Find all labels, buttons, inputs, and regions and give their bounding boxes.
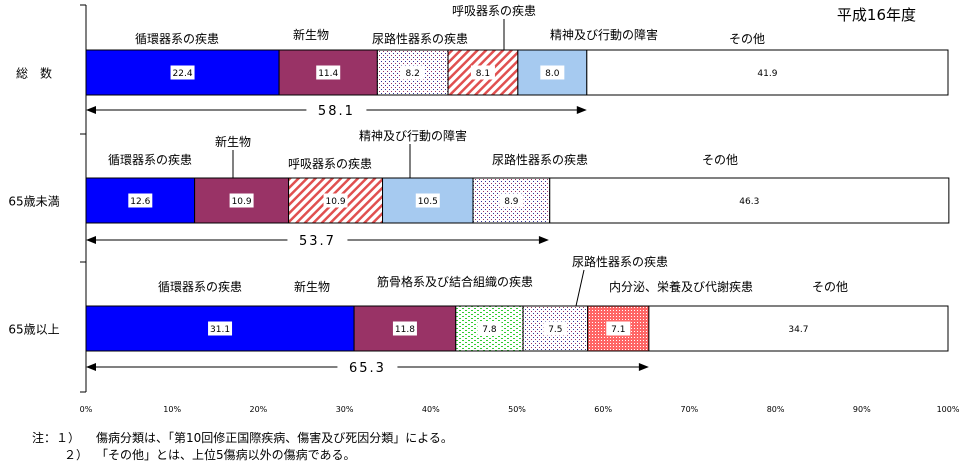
arrow-head-right — [576, 106, 587, 114]
value-label-box — [543, 321, 568, 336]
footnotes: 注：１） 傷病分類は、「第10回修正国際疾病、傷害及び死因分類」による。 ２） 「そ… — [32, 430, 453, 464]
arrow-head-left — [86, 236, 96, 244]
value-label-box — [415, 193, 440, 208]
x-tick-label: 30% — [336, 405, 354, 414]
category-label: 内分泌、栄養及び代謝疾患 — [609, 279, 753, 294]
category-label: 新生物 — [294, 279, 330, 294]
value-label: 46.3 — [739, 197, 759, 207]
category-label: 循環器系の疾患 — [135, 31, 219, 46]
value-label-box — [128, 193, 153, 208]
x-tick-label: 50% — [508, 405, 526, 414]
x-tick-label: 40% — [422, 405, 440, 414]
leader-line — [575, 269, 585, 307]
value-label: 34.7 — [788, 325, 808, 335]
value-label: 7.1 — [611, 325, 625, 335]
value-label-box — [540, 65, 565, 80]
value-label-box — [470, 65, 495, 80]
category-label: 新生物 — [215, 134, 251, 149]
value-label: 12.6 — [130, 197, 150, 207]
arrow-head-left — [86, 106, 96, 114]
footnote-2: ２） 「その他」とは、上位5傷病以外の傷病である。 — [32, 447, 453, 464]
category-label: その他 — [729, 32, 765, 46]
value-label-box — [499, 193, 524, 208]
value-label: 10.9 — [326, 197, 346, 207]
value-label-box — [316, 65, 341, 80]
value-label: 8.2 — [406, 69, 420, 79]
category-label: 精神及び行動の障害 — [359, 128, 467, 143]
row-label: 65歳以上 — [8, 323, 59, 337]
category-label: 筋骨格系及び結合組織の疾患 — [377, 274, 533, 289]
arrow-head-right — [638, 363, 649, 371]
value-label-box — [229, 193, 254, 208]
x-tick-label: 0% — [80, 405, 93, 414]
x-tick-label: 80% — [767, 405, 785, 414]
value-label-box — [786, 321, 811, 336]
value-label-box — [323, 193, 348, 208]
row-label: 65歳未満 — [8, 195, 59, 209]
value-label-box — [208, 321, 233, 336]
x-tick-label: 60% — [594, 405, 612, 414]
stacked-bar-chart: 0% 10% 20% 30% 40% 50% 60% 70% 80% 90% 100% 22.4 11… — [8, 3, 960, 414]
x-tick-label: 10% — [163, 405, 181, 414]
value-label: 8.9 — [504, 197, 519, 207]
cumulative-label: 53.7 — [299, 234, 336, 249]
x-tick-label: 100% — [937, 405, 960, 414]
arrow-head-right — [538, 236, 549, 244]
value-label: 7.8 — [482, 325, 497, 335]
value-label: 11.8 — [395, 325, 415, 335]
footnote-text: 「その他」とは、上位5傷病以外の傷病である。 — [96, 448, 356, 462]
footnote-1: 注：１） 傷病分類は、「第10回修正国際疾病、傷害及び死因分類」による。 — [32, 430, 453, 447]
category-label: 新生物 — [293, 27, 329, 42]
category-label: 尿路性器系の疾患 — [372, 31, 468, 46]
value-label: 22.4 — [173, 69, 193, 79]
category-label: 呼吸器系の疾患 — [452, 3, 536, 18]
value-label: 8.1 — [476, 69, 490, 79]
category-label: 循環器系の疾患 — [108, 152, 192, 167]
category-label: 精神及び行動の障害 — [550, 27, 658, 42]
value-label-box — [170, 65, 195, 80]
category-label: 尿路性器系の疾患 — [572, 254, 668, 269]
value-label-box — [392, 321, 417, 336]
x-tick-label: 20% — [250, 405, 268, 414]
category-label: 呼吸器系の疾患 — [288, 156, 372, 171]
footnote-text: 傷病分類は、「第10回修正国際疾病、傷害及び死因分類」による。 — [96, 431, 453, 445]
year-label: 平成16年度 — [837, 6, 916, 24]
cumulative-label: 65.3 — [349, 361, 386, 376]
value-label: 31.1 — [210, 325, 230, 335]
row-label: 総 数 — [16, 66, 52, 81]
value-label-box — [477, 321, 502, 336]
value-label: 10.9 — [232, 197, 252, 207]
value-label-box — [606, 321, 631, 336]
category-label: その他 — [702, 153, 738, 167]
footnote-prefix: ２） — [63, 448, 88, 462]
value-label: 41.9 — [757, 69, 777, 79]
value-label: 8.0 — [545, 69, 560, 79]
value-label-box — [755, 65, 780, 80]
value-label-box — [737, 193, 762, 208]
x-tick-label: 70% — [681, 405, 699, 414]
value-label-box — [400, 65, 425, 80]
value-label: 10.5 — [418, 197, 438, 207]
value-label: 7.5 — [548, 325, 562, 335]
cumulative-label: 58.1 — [318, 104, 355, 119]
footnote-prefix: 注：１） — [32, 431, 81, 445]
arrow-head-left — [86, 363, 96, 371]
category-label: 尿路性器系の疾患 — [492, 152, 588, 167]
value-label: 11.4 — [318, 69, 338, 79]
category-label: 循環器系の疾患 — [158, 279, 242, 294]
x-tick-label: 90% — [853, 405, 871, 414]
category-label: その他 — [812, 280, 848, 294]
